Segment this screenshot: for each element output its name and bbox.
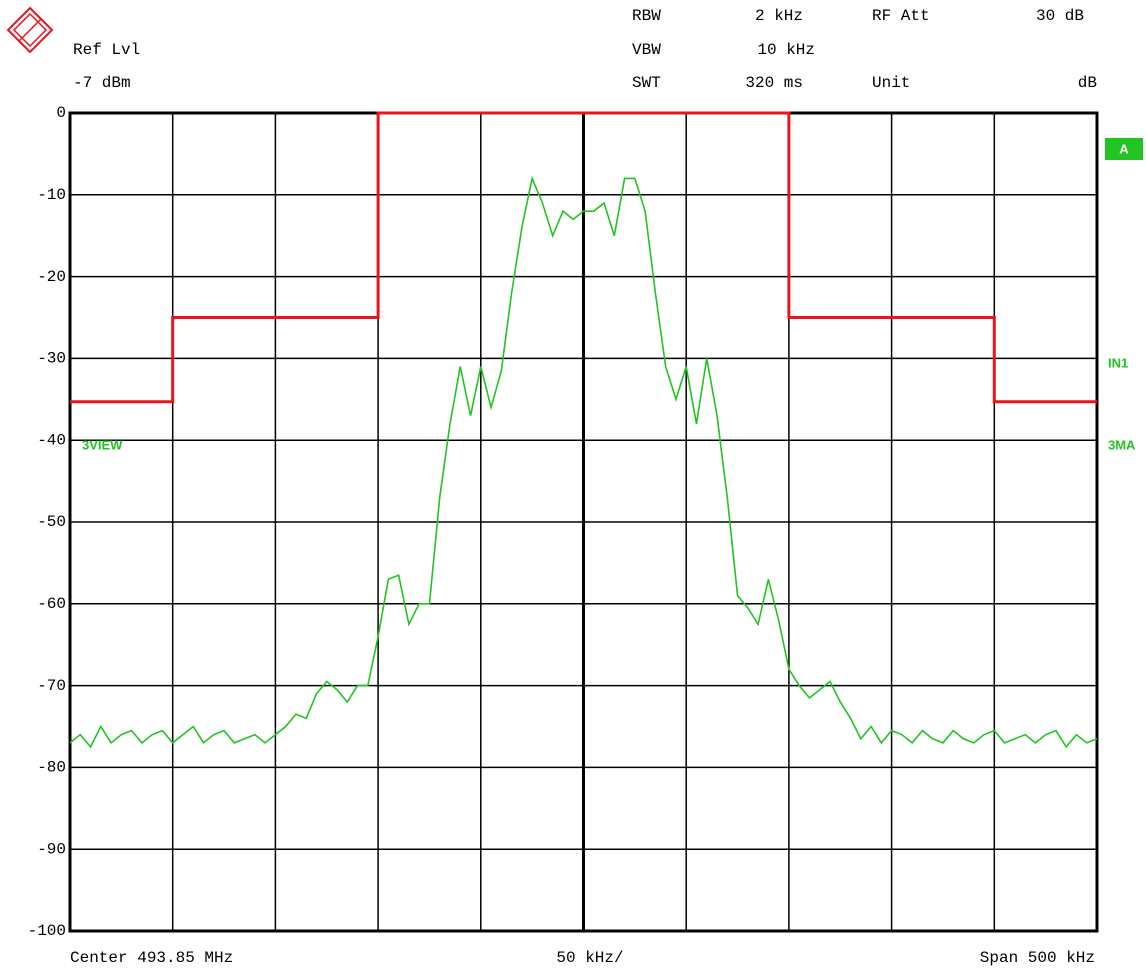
unit-label: Unit: [872, 74, 910, 92]
rf-att-value: 30 dB: [1036, 7, 1084, 25]
vbw-value: 10 kHz: [757, 41, 815, 59]
vbw-label: VBW: [632, 41, 661, 59]
rf-att-label: RF Att: [872, 7, 930, 25]
y-tick-label: -50: [37, 513, 66, 531]
y-tick-label: -100: [28, 922, 66, 940]
trace-label: A: [1119, 141, 1129, 156]
trace: [69, 175, 1098, 749]
rbw-label: RBW: [632, 7, 661, 25]
y-tick-label: -40: [37, 431, 66, 449]
y-tick-label: -10: [37, 186, 66, 204]
input-label: IN1: [1108, 355, 1128, 370]
y-tick-label: -70: [37, 677, 66, 695]
center-frequency: Center 493.85 MHz: [70, 949, 233, 967]
y-tick-label: -90: [37, 840, 66, 858]
view-label: 3VIEW: [82, 437, 123, 452]
span-per-division: 50 kHz/: [556, 949, 623, 967]
ref-level-value: -7 dBm: [73, 74, 131, 92]
trace-badge: [1105, 138, 1143, 160]
y-tick-label: -60: [37, 595, 66, 613]
swt-value: 320 ms: [745, 74, 803, 92]
trace: [70, 111, 1097, 404]
y-tick-label: -80: [37, 759, 66, 777]
detector-label: 3MA: [1108, 437, 1136, 452]
swt-label: SWT: [632, 74, 661, 92]
ref-level-label: Ref Lvl: [73, 41, 140, 59]
unit-value: dB: [1078, 74, 1097, 92]
y-tick-label: 0: [56, 104, 66, 122]
span: Span 500 kHz: [980, 949, 1095, 967]
rs-logo: [6, 6, 54, 54]
plot: 0 -10 -20 -30 -40 -50 -60 -70 -80 -90 -100: [28, 104, 1099, 940]
y-tick-label: -20: [37, 268, 66, 286]
y-tick-label: -30: [37, 350, 66, 368]
rbw-value: 2 kHz: [755, 7, 803, 25]
